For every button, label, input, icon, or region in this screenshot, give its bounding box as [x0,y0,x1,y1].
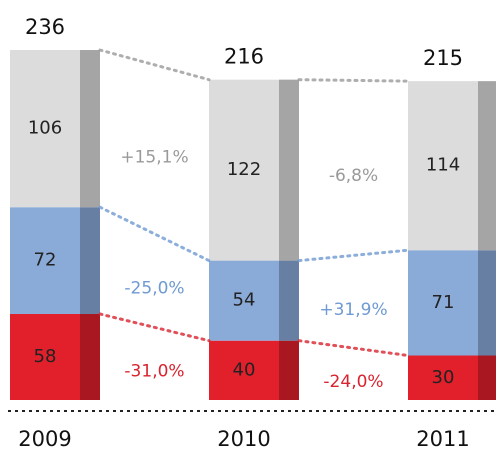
segment-label: 72 [34,250,57,271]
connector [297,78,410,83]
bar-segment [209,260,299,341]
bar-shade [478,81,496,251]
change-label: -24,0% [323,372,383,392]
segment-label: 122 [227,159,261,180]
bar-shade [279,260,299,341]
bar-shade [478,355,496,400]
bar-shade [478,250,496,356]
change-label: +15,1% [120,147,188,167]
bar-segment [10,207,100,314]
connector [98,48,211,82]
total-label: 215 [423,46,463,70]
bar-shade [80,207,100,314]
bar-segment [10,313,100,400]
bar-shade [80,313,100,400]
bar-segment [408,81,496,251]
segment-label: 40 [233,359,256,380]
total-label: 216 [224,45,264,69]
connector [297,339,410,358]
segment-label: 114 [426,155,460,176]
change-label: -6,8% [329,166,378,186]
segment-label: 71 [432,292,455,313]
x-tick-label: 2010 [217,427,270,451]
bar-segment [209,340,299,400]
bar-shade [279,340,299,400]
segment-label: 30 [432,367,455,388]
segment-label: 106 [28,118,62,139]
bar-segment [408,355,496,400]
change-label: -25,0% [124,279,184,299]
x-tick-label: 2009 [18,427,71,451]
connector [98,205,211,263]
bar-segment [10,50,100,208]
x-tick-label: 2011 [416,427,469,451]
bar-shade [80,50,100,208]
bar-shade [279,79,299,261]
bar-segment [408,250,496,356]
total-label: 236 [25,15,65,39]
segment-label: 58 [34,346,57,367]
connector [297,248,410,263]
connector [98,312,211,343]
segment-label: 54 [233,290,256,311]
change-label: +31,9% [319,300,387,320]
bar-segment [209,79,299,261]
change-label: -31,0% [124,362,184,382]
